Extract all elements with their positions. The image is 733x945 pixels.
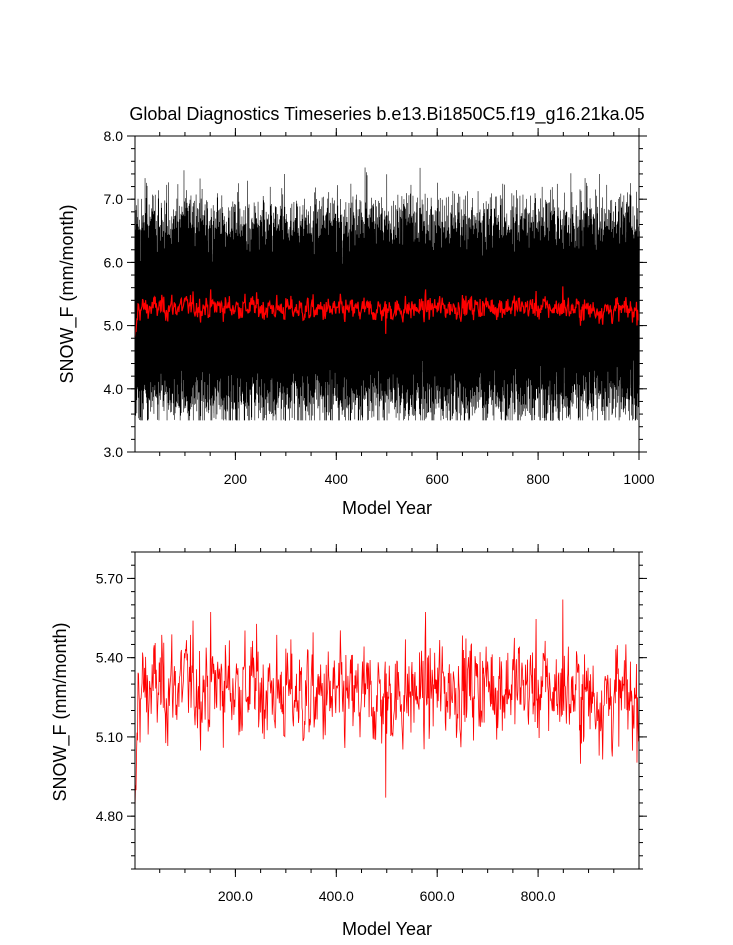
top-y-axis-label: SNOW_F (mm/month) [57,204,78,383]
bottom-panel: 4.80 5.10 5.40 5.70 200.0 400.0 600.0 800.0 Mo… [50,544,647,939]
y-tick-label: 5.0 [104,318,124,334]
x-tick-label: 600.0 [420,888,455,904]
bottom-annual-mean-line [134,599,640,811]
monthly-line [134,167,640,421]
bottom-annual-mean-series [134,599,640,811]
y-tick-label: 8.0 [104,128,124,144]
top-x-axis: 200 400 600 800 1000 [159,128,655,487]
y-tick-label: 6.0 [104,254,124,270]
x-tick-label: 800 [526,471,550,487]
bottom-x-axis-label: Model Year [342,919,432,939]
x-tick-label: 1000 [623,471,654,487]
y-tick-label: 4.80 [96,808,123,824]
y-tick-label: 5.70 [96,570,123,586]
x-tick-label: 400 [325,471,349,487]
x-tick-label: 200.0 [218,888,253,904]
y-tick-label: 7.0 [104,191,124,207]
y-tick-label: 4.0 [104,381,124,397]
monthly-series [134,167,640,421]
annual-mean-series [134,286,640,338]
y-tick-label: 5.10 [96,729,123,745]
x-tick-label: 600 [426,471,450,487]
bottom-y-axis: 4.80 5.10 5.40 5.70 [96,551,647,870]
top-y-axis: 3.0 4.0 5.0 6.0 7.0 8.0 [104,128,647,460]
y-tick-label: 5.40 [96,650,123,666]
bottom-y-axis-label: SNOW_F (mm/month) [50,622,71,801]
top-panel: Global Diagnostics Timeseries b.e13.Bi18… [57,104,655,518]
chart-title: Global Diagnostics Timeseries b.e13.Bi18… [129,104,644,125]
bottom-x-axis: 200.0 400.0 600.0 800.0 [159,544,615,904]
x-tick-label: 400.0 [319,888,354,904]
y-tick-label: 3.0 [104,444,124,460]
top-x-axis-label: Model Year [342,498,432,518]
annual-mean-line [134,286,640,338]
x-tick-label: 800.0 [521,888,556,904]
x-tick-label: 200 [224,471,248,487]
